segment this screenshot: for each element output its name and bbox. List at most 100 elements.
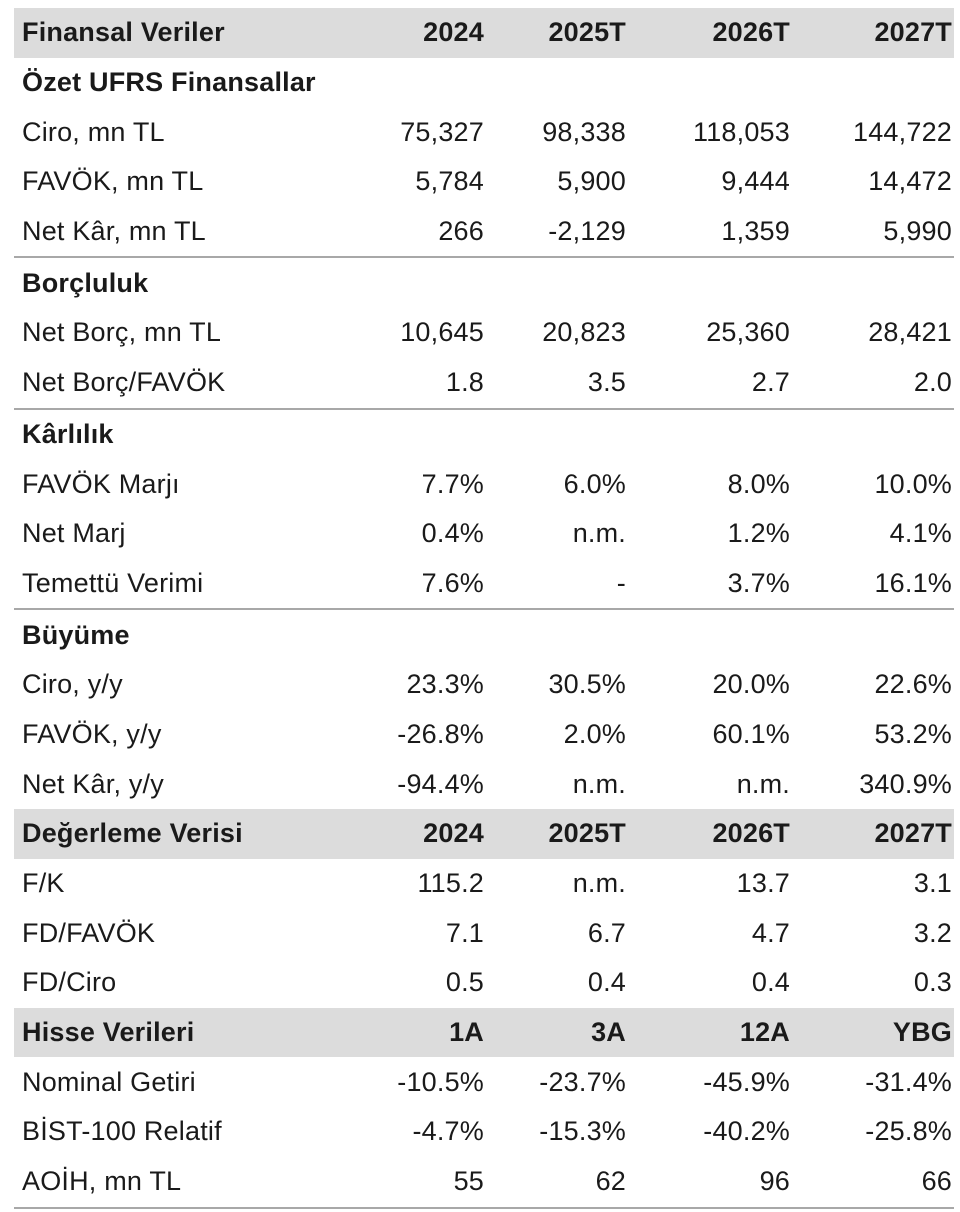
row-label-cell: FD/FAVÖK — [22, 917, 156, 948]
value-cell: 13.7 — [736, 868, 790, 899]
value-cell: 1.8 — [334, 357, 486, 410]
row-label-cell: Net Borç/FAVÖK — [14, 357, 334, 410]
value-cell: 9,444 — [721, 166, 790, 197]
value-cell: -15.3% — [539, 1116, 626, 1147]
row-label-cell: FAVÖK, y/y — [22, 718, 162, 749]
value-cell: 0.4 — [587, 967, 626, 998]
value-cell: 75,327 — [400, 116, 484, 147]
row-label-cell: FAVÖK Marjı — [22, 468, 180, 499]
value-cell: - — [486, 558, 628, 611]
section-heading-row: Özet UFRS Finansallar — [14, 58, 954, 108]
value-cell: 22.6% — [874, 669, 952, 700]
value-cell: -45.9% — [703, 1066, 790, 1097]
value-cell: n.m. — [572, 518, 626, 549]
column-header-cell: 2026T — [628, 809, 792, 859]
value-cell: 30.5% — [548, 669, 626, 700]
value-cell: 0.5 — [445, 967, 484, 998]
table-row: Net Borç/FAVÖK 1.8 3.5 2.7 2.0 — [14, 357, 954, 410]
value-cell — [792, 409, 954, 460]
value-cell — [628, 58, 792, 108]
row-label-cell: Net Marj — [22, 518, 126, 549]
header-label-cell: Değerleme Verisi — [14, 809, 334, 859]
column-header-cell: 2027T — [792, 8, 954, 58]
column-header-cell: YBG — [792, 1007, 954, 1058]
row-label-cell: FAVÖK, mn TL — [22, 166, 204, 197]
value-cell: 340.9% — [859, 768, 952, 799]
column-header-cell: 2024 — [334, 8, 486, 58]
value-cell: 3.1 — [913, 868, 952, 899]
row-label-cell: Temettü Verimi — [14, 558, 334, 611]
value-cell: -4.7% — [412, 1116, 484, 1147]
table-row: AOİH, mn TL 55 62 96 66 — [14, 1156, 954, 1209]
value-cell — [628, 609, 792, 660]
table-row: FD/Ciro 0.5 0.4 0.4 0.3 — [14, 958, 954, 1008]
table-row: FD/FAVÖK 7.1 6.7 4.7 3.2 — [14, 908, 954, 958]
row-label-cell: Net Kâr, mn TL — [14, 206, 334, 259]
value-cell: 6.0% — [563, 468, 626, 499]
header-label-cell: Finansal Veriler — [14, 8, 334, 58]
value-cell — [628, 409, 792, 460]
table-row: FAVÖK, y/y -26.8% 2.0% 60.1% 53.2% — [14, 710, 954, 760]
row-label-cell: F/K — [22, 868, 65, 899]
table-row: Net Kâr, mn TL 266 -2,129 1,359 5,990 — [14, 206, 954, 259]
value-cell: -2,129 — [486, 206, 628, 259]
value-cell: 10,645 — [400, 317, 484, 348]
table-row: Ciro, y/y 23.3% 30.5% 20.0% 22.6% — [14, 660, 954, 710]
row-label-cell: BİST-100 Relatif — [22, 1116, 222, 1147]
table-row: BİST-100 Relatif -4.7% -15.3% -40.2% -25.8% — [14, 1107, 954, 1157]
value-cell: 16.1% — [792, 558, 954, 611]
value-cell: -94.4% — [397, 768, 484, 799]
value-cell: 2.7 — [628, 357, 792, 410]
value-cell: 10.0% — [874, 468, 952, 499]
value-cell: 2.0 — [792, 357, 954, 410]
value-cell: n.m. — [572, 768, 626, 799]
value-cell — [486, 609, 628, 660]
value-cell: 2.0% — [563, 718, 626, 749]
table-header-row: Hisse Verileri 1A 3A 12A YBG — [14, 1007, 954, 1058]
value-cell: 23.3% — [406, 669, 484, 700]
column-header-cell: 2024 — [334, 809, 486, 859]
column-header-cell: 2025T — [486, 8, 628, 58]
row-label-cell: FD/Ciro — [22, 967, 117, 998]
section-label-cell: Büyüme — [22, 619, 130, 650]
value-cell: 266 — [334, 206, 486, 259]
row-label-cell: Net Borç, mn TL — [22, 317, 222, 348]
value-cell: 7.6% — [334, 558, 486, 611]
row-label-cell: Net Kâr, y/y — [22, 768, 164, 799]
value-cell — [486, 409, 628, 460]
row-label-cell: Ciro, mn TL — [22, 116, 165, 147]
section-heading-row: Kârlılık — [14, 409, 954, 460]
section-label-cell: Borçluluk — [22, 267, 149, 298]
value-cell: 8.0% — [727, 468, 790, 499]
table-body: Finansal Veriler 2024 2025T 2026T 2027T Özet … — [14, 8, 954, 1209]
value-cell — [334, 609, 486, 660]
column-header-cell: 2025T — [486, 809, 628, 859]
value-cell — [334, 409, 486, 460]
row-label-cell: Ciro, y/y — [22, 669, 123, 700]
section-label-cell: Kârlılık — [22, 418, 114, 449]
column-header-cell: 12A — [628, 1007, 792, 1058]
value-cell: 1,359 — [628, 206, 792, 259]
value-cell: n.m. — [736, 768, 790, 799]
value-cell: -40.2% — [703, 1116, 790, 1147]
value-cell: 1.2% — [727, 518, 790, 549]
value-cell: 3.2 — [913, 917, 952, 948]
value-cell: 144,722 — [853, 116, 952, 147]
value-cell — [486, 257, 628, 308]
column-header-cell: 2027T — [792, 809, 954, 859]
value-cell: 118,053 — [693, 116, 790, 147]
value-cell — [792, 609, 954, 660]
value-cell: 6.7 — [587, 917, 626, 948]
value-cell: 3.7% — [628, 558, 792, 611]
value-cell: 7.7% — [421, 468, 484, 499]
value-cell: -26.8% — [397, 718, 484, 749]
table-row: FAVÖK Marjı 7.7% 6.0% 8.0% 10.0% — [14, 459, 954, 509]
value-cell: -31.4% — [865, 1066, 952, 1097]
table-row: Net Borç, mn TL 10,645 20,823 25,360 28,421 — [14, 308, 954, 358]
table-header-row: Değerleme Verisi 2024 2025T 2026T 2027T — [14, 809, 954, 859]
value-cell: 25,360 — [706, 317, 790, 348]
table-row: Temettü Verimi 7.6% -3.7% 16.1% — [14, 558, 954, 611]
value-cell: 20,823 — [542, 317, 626, 348]
value-cell: n.m. — [572, 868, 626, 899]
value-cell — [792, 257, 954, 308]
